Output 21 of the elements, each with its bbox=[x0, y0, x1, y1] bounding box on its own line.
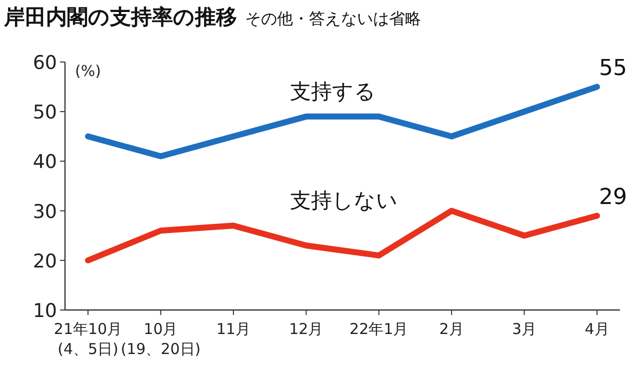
y-tick-label: 40 bbox=[32, 151, 57, 174]
x-tick-label: 12月 bbox=[289, 320, 324, 338]
x-tick-label: 3月 bbox=[512, 320, 537, 338]
data-label: 55 bbox=[599, 56, 627, 81]
data-label: 29 bbox=[599, 184, 627, 210]
y-tick-label: 10 bbox=[32, 300, 57, 322]
y-tick-label: 60 bbox=[32, 52, 57, 74]
chart-title: 岸田内閣の支持率の推移 bbox=[3, 5, 237, 29]
x-tick-label: 21年10月 (4、5日) bbox=[54, 320, 122, 358]
x-tick-label: 11月 bbox=[216, 320, 250, 338]
y-tick-label: 50 bbox=[32, 102, 57, 124]
y-axis-title: (%) bbox=[75, 62, 101, 80]
series-label: 支持する bbox=[290, 80, 376, 104]
chart-subtitle: その他・答えないは省略 bbox=[245, 9, 421, 28]
x-tick-label: 4月 bbox=[584, 320, 610, 338]
y-tick-label: 20 bbox=[32, 250, 57, 272]
x-tick-label: 2月 bbox=[439, 320, 464, 338]
x-tick-label: 22年1月 bbox=[350, 320, 408, 338]
x-tick-label: 10月 (19、20日) bbox=[120, 320, 201, 358]
series-label: 支持しない bbox=[290, 188, 398, 213]
y-tick-label: 30 bbox=[32, 200, 57, 223]
